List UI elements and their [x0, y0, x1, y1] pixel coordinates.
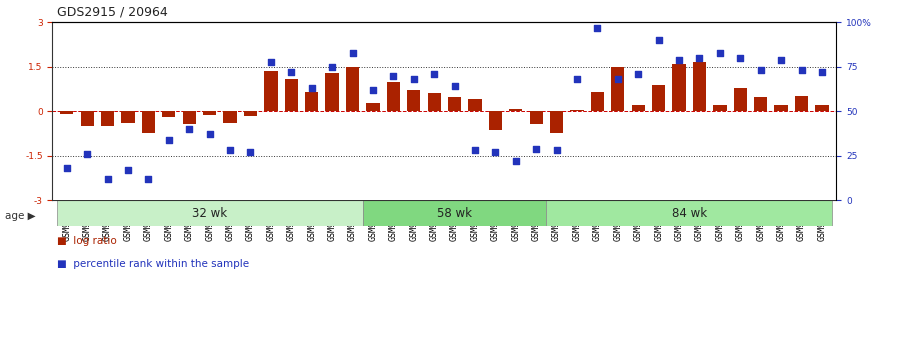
- Point: [284, 69, 299, 75]
- Bar: [183, 111, 195, 124]
- Point: [447, 83, 462, 89]
- Point: [488, 149, 502, 155]
- Point: [774, 57, 788, 62]
- Point: [304, 86, 319, 91]
- Bar: [672, 64, 686, 111]
- Bar: [81, 111, 94, 126]
- Point: [672, 57, 686, 62]
- Bar: [60, 111, 73, 114]
- Point: [366, 87, 380, 93]
- Text: 84 wk: 84 wk: [672, 207, 707, 219]
- Point: [182, 126, 196, 132]
- Point: [590, 25, 605, 30]
- Bar: [510, 109, 522, 111]
- Point: [712, 50, 727, 56]
- Text: age ▶: age ▶: [5, 211, 35, 220]
- Bar: [652, 85, 665, 111]
- Point: [795, 68, 809, 73]
- Point: [529, 146, 543, 151]
- Point: [652, 37, 666, 43]
- Point: [263, 59, 278, 64]
- Bar: [550, 111, 563, 132]
- Bar: [121, 111, 135, 123]
- Text: 58 wk: 58 wk: [437, 207, 472, 219]
- Text: GDS2915 / 20964: GDS2915 / 20964: [57, 6, 167, 19]
- Bar: [101, 111, 114, 126]
- Bar: [264, 71, 278, 111]
- Point: [549, 148, 564, 153]
- Point: [733, 55, 748, 61]
- Point: [754, 68, 768, 73]
- Text: 32 wk: 32 wk: [192, 207, 227, 219]
- Point: [631, 71, 645, 77]
- Point: [570, 77, 585, 82]
- Bar: [468, 99, 481, 111]
- Bar: [57, 200, 363, 226]
- Bar: [734, 88, 747, 111]
- Point: [406, 77, 421, 82]
- Point: [120, 167, 135, 172]
- Point: [100, 176, 115, 181]
- Text: ■  percentile rank within the sample: ■ percentile rank within the sample: [57, 259, 249, 269]
- Bar: [448, 97, 462, 111]
- Bar: [795, 96, 808, 111]
- Bar: [713, 105, 727, 111]
- Bar: [162, 111, 176, 117]
- Bar: [367, 103, 379, 111]
- Point: [814, 69, 829, 75]
- Bar: [407, 90, 421, 111]
- Point: [141, 176, 156, 181]
- Point: [60, 165, 74, 171]
- Bar: [346, 67, 359, 111]
- Point: [243, 149, 258, 155]
- Bar: [815, 105, 829, 111]
- Point: [223, 148, 237, 153]
- Bar: [305, 92, 319, 111]
- Bar: [632, 105, 645, 111]
- Bar: [386, 82, 400, 111]
- Text: ■  log ratio: ■ log ratio: [57, 236, 117, 246]
- Bar: [285, 79, 298, 111]
- Point: [509, 158, 523, 164]
- Point: [427, 71, 442, 77]
- Point: [162, 137, 176, 142]
- Point: [468, 148, 482, 153]
- Bar: [570, 110, 584, 111]
- Bar: [529, 111, 543, 124]
- Bar: [243, 111, 257, 116]
- Bar: [775, 105, 787, 111]
- Bar: [547, 200, 832, 226]
- Point: [203, 131, 217, 137]
- Point: [80, 151, 94, 157]
- Point: [611, 77, 625, 82]
- Bar: [611, 67, 624, 111]
- Point: [692, 55, 707, 61]
- Bar: [489, 111, 502, 130]
- Bar: [591, 92, 604, 111]
- Bar: [142, 111, 155, 132]
- Bar: [224, 111, 237, 122]
- Point: [346, 50, 360, 56]
- Bar: [754, 97, 767, 111]
- Point: [325, 64, 339, 70]
- Bar: [363, 200, 547, 226]
- Point: [386, 73, 401, 79]
- Bar: [693, 61, 706, 111]
- Bar: [326, 73, 338, 111]
- Bar: [427, 93, 441, 111]
- Bar: [203, 111, 216, 115]
